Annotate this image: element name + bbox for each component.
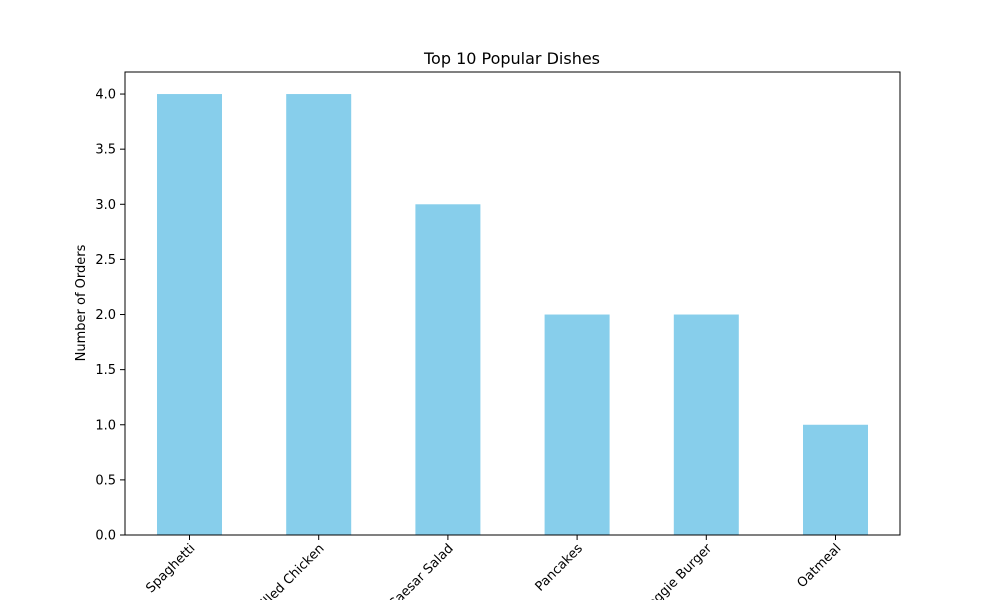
x-tick-label: Grilled Chicken: [248, 541, 328, 600]
bars-group: [157, 94, 868, 536]
x-axis-ticks: Spaghetti Grilled Chicken Caesar Salad Panc…: [143, 535, 844, 600]
y-tick-label: 1.5: [95, 363, 116, 378]
y-tick-label: 3.5: [95, 143, 116, 158]
chart-title: Top 10 Popular Dishes: [423, 49, 600, 68]
y-tick-label: 4.0: [95, 88, 116, 103]
y-tick-label: 0.5: [95, 473, 116, 488]
x-tick-label: Veggie Burger: [639, 541, 715, 600]
y-tick-label: 0.0: [95, 529, 116, 544]
bar: [157, 94, 222, 536]
bar: [803, 424, 868, 535]
plot-area-frame: [124, 71, 901, 536]
y-axis-label: Number of Orders: [74, 244, 89, 361]
bar: [544, 314, 610, 535]
bar: [286, 94, 352, 536]
bar: [415, 204, 481, 536]
y-tick-label: 2.0: [95, 308, 116, 323]
y-tick-label: 1.0: [95, 418, 116, 433]
y-tick-label: 2.5: [95, 253, 116, 268]
bar: [673, 314, 739, 535]
x-tick-label: Caesar Salad: [386, 541, 457, 600]
x-tick-label: Pancakes: [533, 541, 586, 594]
y-tick-label: 3.0: [95, 198, 116, 213]
x-tick-label: Oatmeal: [794, 541, 844, 591]
y-axis-ticks: 0.0 0.5 1.0 1.5 2.0 2.5 3.0 3.5 4.0: [95, 88, 125, 544]
x-tick-label: Spaghetti: [143, 541, 198, 596]
